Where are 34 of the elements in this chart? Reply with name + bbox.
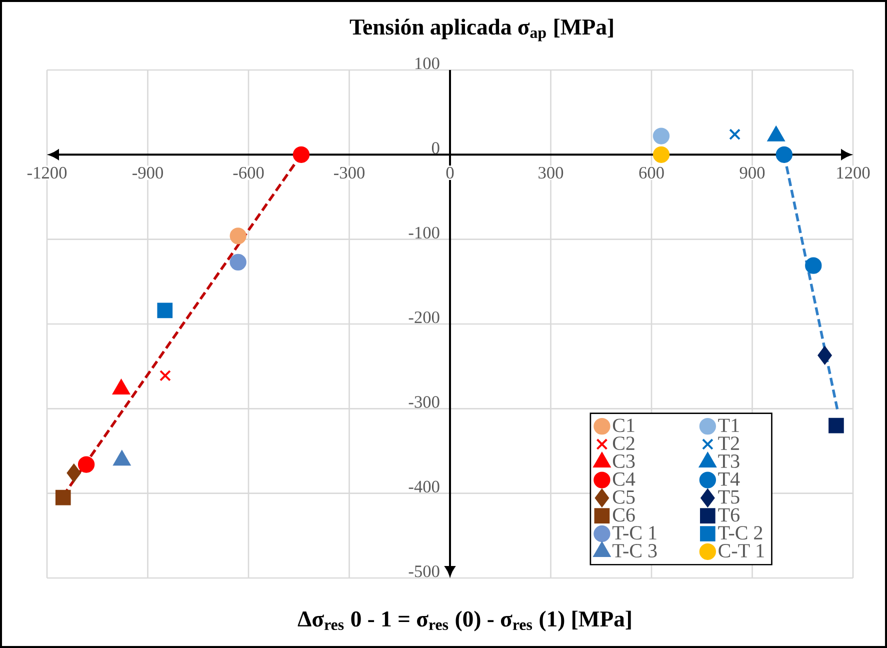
legend-label: T3 bbox=[718, 454, 740, 468]
legend-label: T6 bbox=[718, 508, 740, 522]
legend-label: C2 bbox=[612, 436, 634, 450]
legend-label: C3 bbox=[612, 454, 635, 468]
legend-label: T-C 1 bbox=[612, 526, 656, 540]
legend-label: T4 bbox=[718, 472, 740, 486]
x-tick-label: -300 bbox=[334, 166, 364, 179]
legend-label: T5 bbox=[718, 490, 740, 504]
legend-label: T1 bbox=[718, 418, 739, 432]
legend-label: T-C 2 bbox=[718, 526, 762, 540]
x-tick-label: 600 bbox=[639, 166, 664, 179]
x-tick-label: -1200 bbox=[27, 166, 67, 179]
y-tick-label: 100 bbox=[415, 57, 440, 70]
legend-label: T-C 3 bbox=[612, 544, 657, 558]
legend-label: C5 bbox=[612, 490, 635, 504]
legend-label: C-T 1 bbox=[718, 544, 764, 558]
x-tick-label: -600 bbox=[233, 166, 264, 179]
y-tick-label: -500 bbox=[408, 565, 440, 578]
legend-label: C1 bbox=[612, 418, 634, 432]
x-axis-title: Δσ$_{res}$ 0 - 1 = σ$_{res}$ (0) - σ$_{res}$ (1) [MPa] bbox=[298, 610, 631, 632]
x-tick-label: 1200 bbox=[837, 166, 870, 179]
x-tick-label: -900 bbox=[132, 166, 163, 179]
y-tick-label: -100 bbox=[408, 226, 440, 238]
legend-label: T2 bbox=[718, 436, 739, 450]
y-axis-title: Tensión aplicada σ$_{ap}$ [MPa] bbox=[350, 18, 613, 42]
x-tick-label: 300 bbox=[538, 166, 564, 179]
y-tick-label: -200 bbox=[408, 311, 440, 324]
y-tick-label: -400 bbox=[408, 480, 440, 492]
x-tick-label: 0 bbox=[446, 166, 454, 179]
y-tick-label: -300 bbox=[408, 396, 440, 408]
legend-label: C6 bbox=[612, 508, 635, 522]
legend-label: C4 bbox=[612, 472, 636, 486]
y-tick-label: 0 bbox=[432, 142, 440, 154]
x-tick-label: 900 bbox=[740, 166, 765, 179]
